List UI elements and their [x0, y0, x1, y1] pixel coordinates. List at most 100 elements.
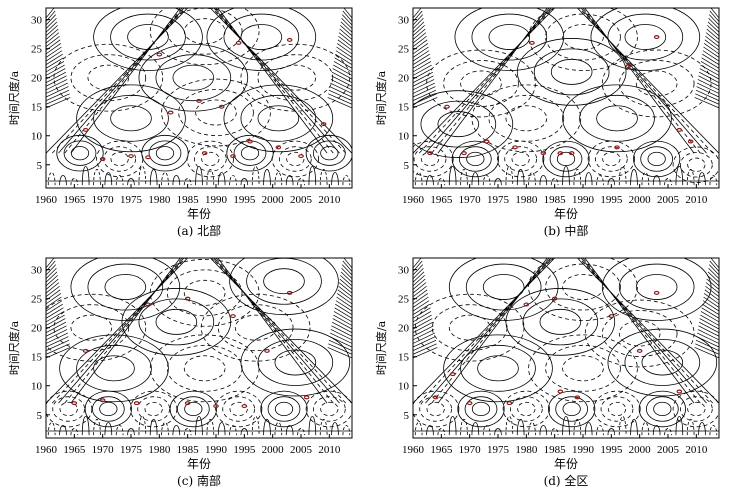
extremum-mark: [71, 401, 78, 406]
contour-negative: [137, 396, 171, 422]
contour-positive: [148, 140, 182, 166]
contour-positive: [635, 274, 678, 300]
contour-negative: [52, 396, 86, 422]
extremum-mark: [218, 104, 225, 109]
y-tick-label: 25: [31, 294, 43, 306]
contour-negative: [679, 396, 713, 422]
extremum-mark: [99, 156, 106, 161]
contour-positive: [437, 111, 480, 138]
x-axis-label: 年份: [187, 207, 211, 221]
y-axis-label: 时间尺度/a: [374, 320, 388, 375]
extremum-mark: [551, 296, 558, 301]
y-tick-label: 20: [31, 323, 43, 335]
contour-negative: [53, 43, 164, 112]
contour-positive: [257, 339, 334, 386]
extremum-mark: [461, 151, 467, 156]
contour-negative: [545, 344, 621, 392]
y-tick-label: 25: [398, 294, 410, 306]
x-tick-label: 1995: [233, 444, 256, 456]
x-tick-label: 2000: [629, 194, 652, 206]
edge-hatching: [46, 258, 352, 359]
y-tick-label: 5: [404, 160, 410, 172]
contour-negative: [593, 390, 641, 428]
contour-positive: [562, 84, 672, 153]
contour-positive: [229, 258, 339, 316]
contour-negative: [70, 314, 113, 341]
x-tick-label: 1985: [177, 194, 200, 206]
contour-negative: [59, 401, 78, 417]
contour-positive: [91, 396, 125, 422]
contour-positive: [223, 84, 334, 153]
extremum-mark: [427, 151, 433, 156]
contour-negative: [46, 390, 93, 428]
x-tick-label: 2005: [657, 444, 680, 456]
y-axis-label: 时间尺度/a: [374, 70, 388, 125]
extremum-mark: [156, 52, 163, 57]
contour-positive: [460, 344, 536, 392]
extremum-mark: [133, 401, 140, 406]
contour-positive: [110, 13, 186, 61]
contour-positive: [633, 140, 681, 178]
extremum-mark: [145, 302, 151, 307]
contour-negative: [679, 152, 713, 178]
contour-positive: [477, 355, 519, 382]
plot-frame: [45, 257, 353, 439]
short-period-band: [46, 415, 352, 436]
contour-negative: [545, 263, 621, 311]
contour-negative: [166, 269, 243, 317]
contour-positive: [522, 298, 599, 346]
contour-positive: [645, 396, 679, 422]
extremum-mark: [184, 401, 191, 406]
extremum-mark: [298, 154, 304, 159]
contour-negative: [471, 84, 582, 153]
contour-negative: [426, 49, 536, 118]
contour-positive: [505, 288, 616, 356]
extremum-mark: [483, 139, 490, 144]
y-tick-label: 10: [398, 381, 410, 393]
contour-positive: [641, 349, 684, 376]
x-tick-label: 1980: [148, 444, 171, 456]
contour-positive: [257, 105, 300, 132]
contour-negative: [672, 146, 719, 184]
contour-positive: [260, 390, 308, 428]
contour-negative: [431, 304, 508, 352]
x-tick-label: 2000: [629, 444, 652, 456]
contour-negative: [278, 146, 312, 172]
contour-positive: [267, 396, 301, 422]
extremum-mark: [687, 139, 694, 144]
extremum-mark: [540, 151, 547, 156]
x-tick-label: 1990: [205, 194, 228, 206]
y-tick-label: 15: [398, 102, 410, 114]
contour-positive: [104, 274, 147, 300]
x-tick-label: 1960: [402, 194, 425, 206]
contour-positive: [550, 58, 593, 85]
extremum-mark: [529, 40, 535, 45]
extremum-mark: [568, 151, 575, 156]
contour-negative: [443, 60, 519, 107]
contour-positive: [451, 140, 499, 178]
contour-positive: [155, 146, 175, 161]
contour-positive: [172, 64, 215, 91]
x-tick-label: 2005: [657, 194, 680, 206]
contour-negative: [186, 140, 234, 178]
contour-positive: [624, 339, 701, 386]
y-axis-label: 时间尺度/a: [7, 320, 21, 375]
x-tick-label: 1960: [35, 194, 58, 206]
contour-negative: [70, 54, 147, 102]
contour-positive: [70, 258, 181, 321]
y-tick-label: 15: [31, 102, 43, 114]
x-tick-label: 1970: [92, 444, 115, 456]
x-tick-label: 1980: [515, 444, 538, 456]
x-tick-label: 1965: [430, 444, 453, 456]
contour-positive: [184, 401, 203, 417]
y-tick-label: 30: [31, 265, 43, 277]
edge-hatching: [413, 8, 719, 109]
contour-positive: [549, 146, 583, 172]
contour-positive: [471, 401, 491, 417]
extremum-mark: [213, 404, 219, 409]
extremum-mark: [275, 145, 282, 150]
contour-negative: [414, 293, 525, 362]
x-tick-label: 2005: [290, 444, 313, 456]
y-tick-label: 5: [37, 410, 43, 422]
panel-caption: (d) 全区: [544, 473, 589, 488]
